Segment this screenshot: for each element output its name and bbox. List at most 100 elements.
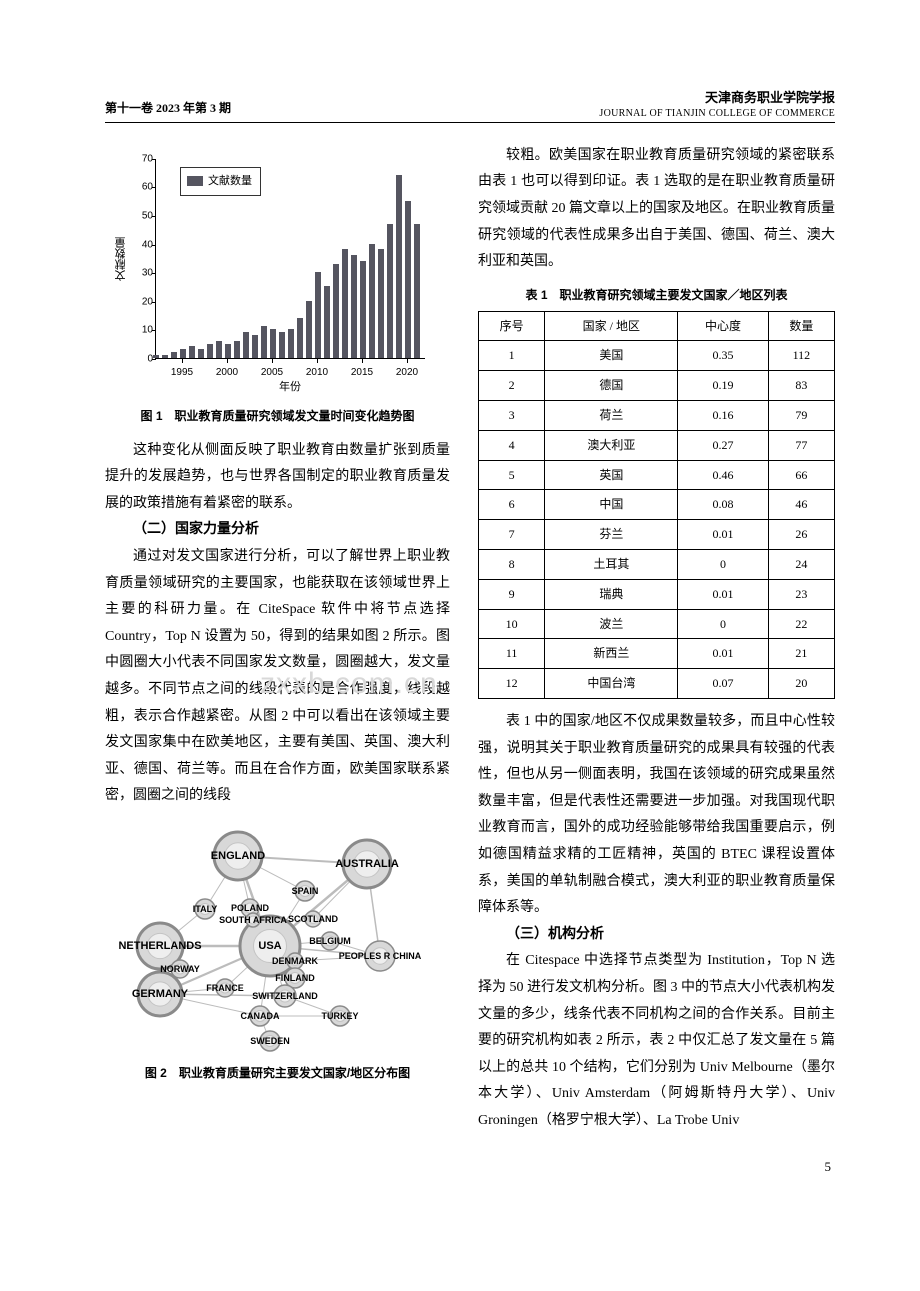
- paragraph-1: 这种变化从侧面反映了职业教育由数量扩张到质量提升的发展趋势，也与世界各国制定的职…: [105, 438, 450, 518]
- header-right: 天津商务职业学院学报 JOURNAL OF TIANJIN COLLEGE OF…: [599, 90, 835, 120]
- network-node-label: CANADA: [241, 1011, 280, 1021]
- bar: [279, 332, 286, 358]
- table-row: 8土耳其024: [479, 550, 835, 580]
- xtick-label: 2020: [396, 363, 418, 382]
- bar: [306, 301, 313, 358]
- table-cell: 0: [678, 609, 768, 639]
- table-cell: 中国: [545, 490, 678, 520]
- network-node-label: FINLAND: [275, 973, 315, 983]
- bar: [189, 346, 196, 357]
- table-cell: 21: [768, 639, 834, 669]
- table-cell: 22: [768, 609, 834, 639]
- network-node-label: ENGLAND: [211, 850, 265, 862]
- bar: [405, 201, 412, 358]
- network-node-label: SWEDEN: [250, 1036, 290, 1046]
- ytick-label: 50: [105, 207, 153, 226]
- network-node-label: TURKEY: [321, 1011, 358, 1021]
- chart-legend: 文献数量: [180, 167, 261, 196]
- network-node-label: BELGIUM: [309, 936, 351, 946]
- bar: [180, 349, 187, 358]
- table-cell: 0.27: [678, 430, 768, 460]
- bar: [297, 318, 304, 358]
- network-node-label: PEOPLES R CHINA: [339, 951, 422, 961]
- bar: [360, 261, 367, 358]
- network-node-label: FRANCE: [206, 983, 244, 993]
- ytick-label: 10: [105, 321, 153, 340]
- bar: [261, 326, 268, 357]
- bar: [207, 344, 214, 358]
- table-cell: 荷兰: [545, 401, 678, 431]
- bar: [333, 264, 340, 358]
- table-header-cell: 国家 / 地区: [545, 311, 678, 341]
- bar: [153, 355, 160, 358]
- bar: [369, 244, 376, 358]
- table-header-cell: 数量: [768, 311, 834, 341]
- table-cell: 12: [479, 669, 545, 699]
- bar: [378, 249, 385, 358]
- bar: [225, 344, 232, 358]
- left-column: 文献数量 年份 文献数量 010203040506070199520002005…: [105, 143, 450, 1135]
- page-header: 第十一卷 2023 年第 3 期 天津商务职业学院学报 JOURNAL OF T…: [105, 90, 835, 123]
- ytick-label: 20: [105, 292, 153, 311]
- table-cell: 0.19: [678, 371, 768, 401]
- network-node-label: AUSTRALIA: [335, 858, 399, 870]
- table-cell: 美国: [545, 341, 678, 371]
- bar: [162, 355, 169, 358]
- network-node-label: USA: [258, 940, 281, 952]
- bar: [198, 349, 205, 358]
- bar: [270, 329, 277, 358]
- table-row: 7芬兰0.0126: [479, 520, 835, 550]
- bar: [288, 329, 295, 358]
- table-cell: 瑞典: [545, 579, 678, 609]
- table-cell: 0.35: [678, 341, 768, 371]
- table-cell: 8: [479, 550, 545, 580]
- table-cell: 77: [768, 430, 834, 460]
- journal-title-en: JOURNAL OF TIANJIN COLLEGE OF COMMERCE: [599, 107, 835, 120]
- xtick-label: 2005: [261, 363, 283, 382]
- table1-caption: 表 1 职业教育研究领域主要发文国家／地区列表: [478, 284, 835, 307]
- ytick-label: 60: [105, 178, 153, 197]
- bar: [234, 341, 241, 358]
- table-cell: 10: [479, 609, 545, 639]
- table-cell: 112: [768, 341, 834, 371]
- page-number: 5: [105, 1155, 835, 1180]
- table-cell: 英国: [545, 460, 678, 490]
- table-cell: 1: [479, 341, 545, 371]
- table-cell: 9: [479, 579, 545, 609]
- paragraph-r2: 表 1 中的国家/地区不仅成果数量较多，而且中心性较强，说明其关于职业教育质量研…: [478, 709, 835, 922]
- bar: [315, 272, 322, 358]
- network-node-label: GERMANY: [132, 988, 189, 1000]
- xtick-label: 2000: [216, 363, 238, 382]
- network-node-label: POLAND: [231, 903, 270, 913]
- chart-xlabel: 年份: [155, 377, 425, 398]
- network-node-label: NORWAY: [160, 964, 200, 974]
- xtick-label: 2010: [306, 363, 328, 382]
- ytick-label: 70: [105, 149, 153, 168]
- paragraph-r1: 较粗。欧美国家在职业教育质量研究领域的紧密联系由表 1 也可以得到印证。表 1 …: [478, 143, 835, 276]
- bar: [252, 335, 259, 358]
- network-node-label: ITALY: [193, 904, 218, 914]
- table-cell: 23: [768, 579, 834, 609]
- network-node-label: SWITZERLAND: [252, 991, 318, 1001]
- table-row: 12中国台湾0.0720: [479, 669, 835, 699]
- bar: [387, 224, 394, 358]
- table-cell: 新西兰: [545, 639, 678, 669]
- bar: [171, 352, 178, 358]
- network-node-label: SOUTH AFRICA: [219, 915, 287, 925]
- table-cell: 芬兰: [545, 520, 678, 550]
- table-cell: 0.01: [678, 579, 768, 609]
- table-cell: 3: [479, 401, 545, 431]
- table-cell: 4: [479, 430, 545, 460]
- table-row: 10波兰022: [479, 609, 835, 639]
- table-cell: 11: [479, 639, 545, 669]
- legend-label: 文献数量: [208, 171, 252, 192]
- figure-2: USAENGLANDAUSTRALIANETHERLANDSGERMANYPEO…: [105, 816, 450, 1085]
- table-1: 序号国家 / 地区中心度数量 1美国0.351122德国0.19833荷兰0.1…: [478, 311, 835, 699]
- table-cell: 0.07: [678, 669, 768, 699]
- table-cell: 德国: [545, 371, 678, 401]
- bar: [324, 286, 331, 357]
- bar: [351, 255, 358, 358]
- xtick-label: 2015: [351, 363, 373, 382]
- table-cell: 7: [479, 520, 545, 550]
- table-cell: 2: [479, 371, 545, 401]
